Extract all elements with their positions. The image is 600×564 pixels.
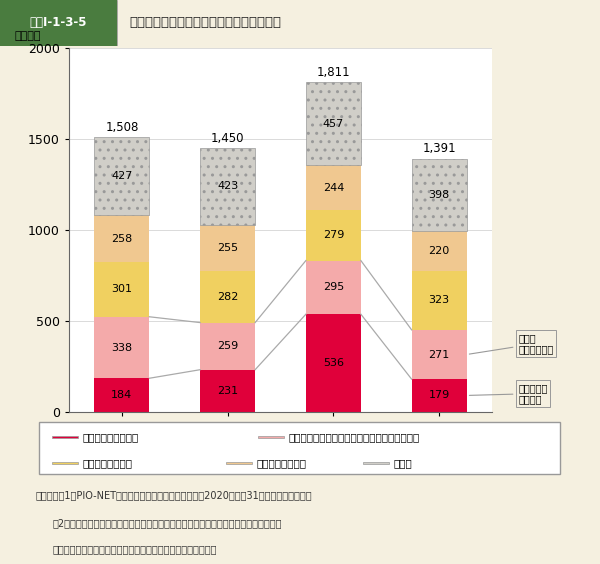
Bar — [306, 261, 361, 314]
Text: 427: 427 — [111, 171, 133, 181]
Bar — [94, 262, 149, 317]
Text: 別分類（大分類）。「ファンド型投賄商品」は、商品別分類。: 別分類（大分類）。「ファンド型投賄商品」は、商品別分類。 — [52, 544, 217, 554]
Bar — [94, 138, 149, 215]
Text: 既支払額総額の推移（商品・サービス別）: 既支払額総額の推移（商品・サービス別） — [129, 16, 281, 29]
Text: 1,508: 1,508 — [105, 121, 139, 134]
Bar — [200, 148, 255, 225]
Bar — [200, 323, 255, 370]
Text: ファンド型投賄商品以外の金融・保険サービス: ファンド型投賄商品以外の金融・保険サービス — [288, 432, 419, 442]
Text: 323: 323 — [428, 296, 449, 306]
Bar — [200, 271, 255, 323]
Text: 258: 258 — [111, 233, 133, 244]
Bar — [200, 370, 255, 412]
Text: 1,811: 1,811 — [317, 66, 350, 79]
FancyBboxPatch shape — [38, 422, 560, 474]
Bar — [258, 436, 284, 438]
Text: 295: 295 — [323, 283, 344, 292]
Text: 金融・
保険サービス: 金融・ 保険サービス — [469, 333, 554, 354]
Text: 423: 423 — [217, 182, 238, 191]
Text: 1,391: 1,391 — [422, 143, 456, 156]
Text: 土地・建物・設備: 土地・建物・設備 — [256, 458, 307, 468]
Bar — [94, 317, 149, 378]
Bar — [364, 462, 389, 464]
Bar — [226, 462, 252, 464]
Text: 282: 282 — [217, 292, 238, 302]
Text: 220: 220 — [428, 246, 450, 256]
Bar — [94, 215, 149, 262]
Bar — [306, 314, 361, 412]
Text: （億円）: （億円） — [14, 30, 41, 41]
Text: ファンド型
投賄商品: ファンド型 投賄商品 — [469, 383, 548, 404]
Text: ファンド型投賄商品: ファンド型投賄商品 — [82, 432, 139, 442]
Text: 図表Ⅰ-1-3-5: 図表Ⅰ-1-3-5 — [30, 16, 87, 29]
Bar — [200, 225, 255, 271]
Bar — [412, 231, 467, 271]
Text: 259: 259 — [217, 341, 238, 351]
Bar — [306, 82, 361, 165]
Text: 184: 184 — [111, 390, 133, 400]
Text: （備考）、1．PIO-NETに登録された消費生活相談情報（2020年３月31日までの登録分）。: （備考）、1．PIO-NETに登録された消費生活相談情報（2020年３月31日ま… — [35, 490, 312, 500]
Bar — [0, 0, 117, 46]
Text: 231: 231 — [217, 386, 238, 396]
Text: 244: 244 — [323, 183, 344, 193]
Text: その他: その他 — [394, 458, 412, 468]
Text: 、2．「金融・保険サービス」、「工事・建築・加工」、「土地・建物・設備」が商品: 、2．「金融・保険サービス」、「工事・建築・加工」、「土地・建物・設備」が商品 — [52, 518, 282, 528]
Bar — [52, 436, 78, 438]
Bar — [306, 210, 361, 261]
Text: 279: 279 — [323, 230, 344, 240]
Bar — [52, 462, 78, 464]
Text: （年）: （年） — [270, 453, 291, 466]
Bar — [412, 379, 467, 412]
Text: 398: 398 — [428, 190, 450, 200]
Text: 1,450: 1,450 — [211, 132, 244, 145]
Bar — [412, 330, 467, 379]
Bar — [94, 378, 149, 412]
Text: 工事・建築・加工: 工事・建築・加工 — [82, 458, 132, 468]
Bar — [306, 165, 361, 210]
Text: 338: 338 — [112, 342, 133, 352]
Text: 255: 255 — [217, 243, 238, 253]
Text: 301: 301 — [112, 284, 133, 294]
Bar — [412, 271, 467, 330]
Text: 457: 457 — [323, 119, 344, 129]
Text: 271: 271 — [428, 350, 450, 359]
Text: 536: 536 — [323, 358, 344, 368]
Bar — [412, 158, 467, 231]
Text: 179: 179 — [428, 390, 450, 400]
